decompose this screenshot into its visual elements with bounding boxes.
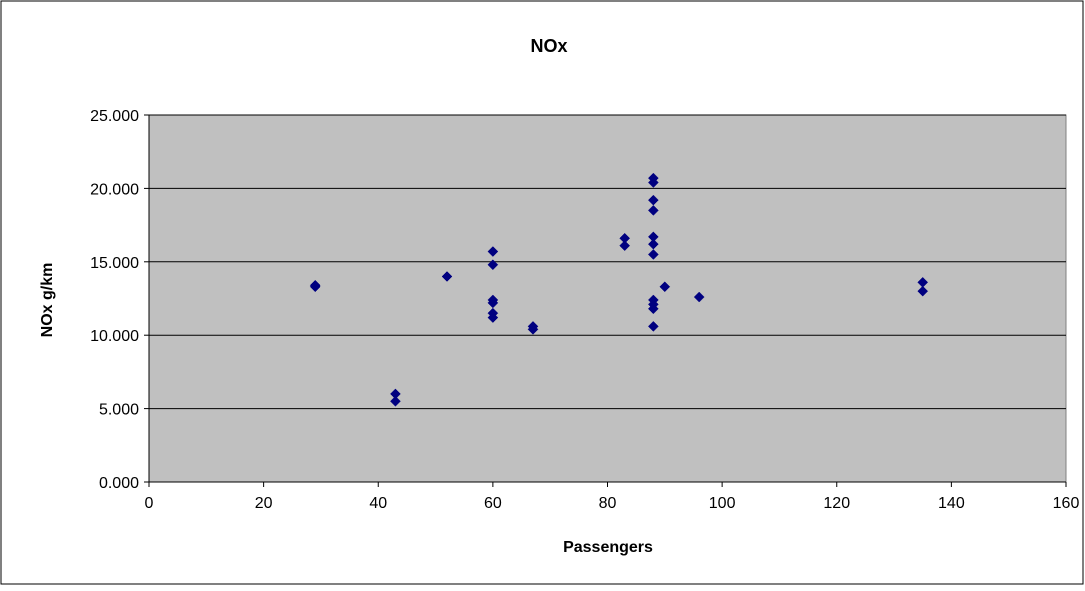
gridlines xyxy=(149,114,1066,410)
y-axis-title: NOx g/km xyxy=(39,263,56,338)
axes xyxy=(144,114,1067,487)
y-tick-label-1: 5.000 xyxy=(99,402,139,419)
x-tick-label-0: 0 xyxy=(145,495,154,512)
y-tick-label-2: 10.000 xyxy=(90,328,139,345)
data-point-0-18 xyxy=(647,205,659,216)
y-tick-label-3: 15.000 xyxy=(90,255,139,272)
data-point-0-14 xyxy=(619,240,631,252)
x-tick-label-3: 60 xyxy=(484,495,502,512)
chart-title: NOx xyxy=(530,36,567,56)
data-point-0-16 xyxy=(647,177,659,188)
y-tick-labels: 0.000 5.000 10.000 15.000 20.000 25.000 xyxy=(90,108,139,492)
x-tick-label-5: 100 xyxy=(709,495,736,512)
x-tick-label-6: 120 xyxy=(823,495,850,512)
data-point-0-10 xyxy=(487,312,499,323)
plot-area xyxy=(148,114,1067,483)
data-point-0-4 xyxy=(441,271,453,282)
y-tick-label-4: 20.000 xyxy=(90,181,139,198)
y-tick-label-5: 25.000 xyxy=(90,108,139,125)
data-point-0-5 xyxy=(487,246,499,257)
data-points xyxy=(309,172,929,407)
data-point-0-1 xyxy=(309,279,321,291)
x-tick-label-7: 140 xyxy=(938,495,965,512)
x-tick-label-4: 80 xyxy=(599,495,617,512)
y-tick-label-0: 0.000 xyxy=(99,475,139,492)
data-point-0-12 xyxy=(527,323,539,335)
x-tick-label-1: 20 xyxy=(255,495,273,512)
data-point-0-26 xyxy=(659,281,671,293)
x-tick-labels: 0 20 40 60 80 100 120 140 160 xyxy=(145,495,1080,512)
x-axis-title: Passengers xyxy=(563,539,653,556)
x-tick-label-8: 160 xyxy=(1053,495,1080,512)
data-point-0-6 xyxy=(487,259,499,271)
x-tick-label-2: 40 xyxy=(369,495,387,512)
data-point-0-29 xyxy=(917,285,929,297)
data-point-0-3 xyxy=(390,395,401,407)
data-point-0-25 xyxy=(647,321,659,332)
data-point-0-27 xyxy=(693,291,705,303)
data-point-0-24 xyxy=(647,303,659,315)
data-point-0-21 xyxy=(647,249,659,260)
